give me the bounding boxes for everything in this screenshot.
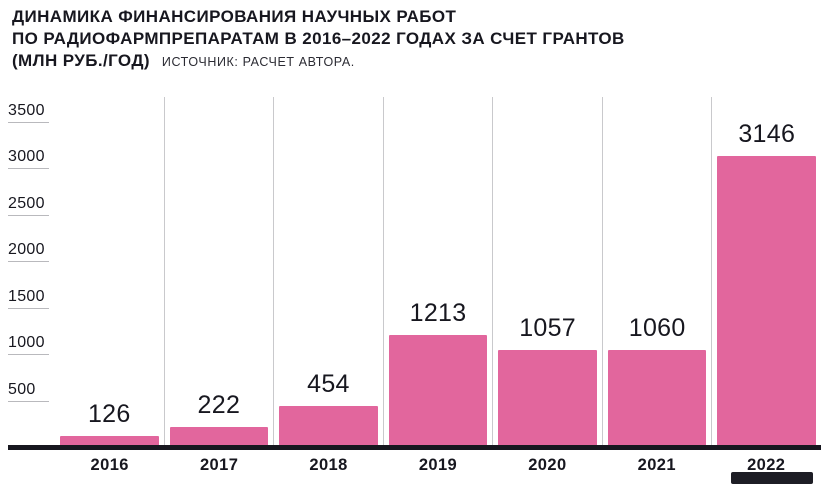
plot-area: 126 222 454 1213 1057 1060 3146 [55, 97, 821, 448]
y-tick-label: 3000 [8, 148, 49, 170]
source-note: ИСТОЧНИК: РАСЧЕТ АВТОРА. [161, 55, 355, 69]
bar-column: 1213 [382, 97, 493, 448]
x-tick-label: 2016 [90, 456, 129, 474]
bar-chart: 3500 3000 2500 2000 1500 1000 500 126 222 454 121… [8, 97, 821, 448]
bar [169, 427, 269, 448]
bar-column: 222 [163, 97, 274, 448]
bar-value-label: 1057 [519, 313, 577, 342]
bar-column: 1060 [601, 97, 712, 448]
x-axis-line [8, 445, 821, 450]
bar-column: 454 [273, 97, 383, 448]
bar [717, 155, 817, 448]
chart-title-line2: ПО РАДИОФАРМПРЕПАРАТАМ В 2016–2022 ГОДАХ… [12, 29, 625, 48]
bar-column: 126 [55, 97, 164, 448]
bar [388, 335, 488, 448]
bar [60, 436, 159, 448]
bar-value-label: 3146 [738, 119, 796, 148]
x-axis-labels: 2016 2017 2018 2019 2020 2021 2022 [55, 456, 821, 475]
y-tick-label: 3500 [8, 102, 49, 123]
bar-column: 3146 [711, 97, 821, 448]
y-tick-label: 500 [8, 381, 49, 402]
bar [498, 349, 597, 448]
bar-value-label: 222 [197, 391, 241, 420]
bar-value-label: 454 [307, 369, 350, 398]
x-tick-label: 2020 [528, 456, 567, 474]
y-tick-label: 2500 [8, 195, 49, 216]
bar [607, 349, 707, 448]
chart-title-units: (МЛН РУБ./ГОД) [12, 51, 150, 70]
y-axis: 3500 3000 2500 2000 1500 1000 500 [8, 97, 55, 448]
y-tick-label: 1500 [8, 288, 49, 309]
y-tick-label: 1000 [8, 334, 49, 356]
bar [279, 405, 378, 448]
bar-value-label: 1060 [628, 313, 686, 342]
chart-title-line1: ДИНАМИКА ФИНАНСИРОВАНИЯ НАУЧНЫХ РАБОТ [12, 7, 457, 26]
watermark-badge [731, 472, 813, 484]
x-tick-label: 2019 [418, 456, 458, 474]
x-tick-label: 2018 [309, 456, 348, 474]
y-tick-label: 2000 [8, 241, 49, 263]
bar-value-label: 1213 [409, 299, 467, 328]
x-tick-label: 2021 [637, 456, 676, 474]
bar-value-label: 126 [87, 400, 131, 429]
x-tick-label: 2017 [199, 456, 239, 474]
x-tick-label: 2022 [747, 456, 786, 474]
chart-title: ДИНАМИКА ФИНАНСИРОВАНИЯ НАУЧНЫХ РАБОТ ПО… [12, 6, 625, 73]
bar-column: 1057 [492, 97, 602, 448]
